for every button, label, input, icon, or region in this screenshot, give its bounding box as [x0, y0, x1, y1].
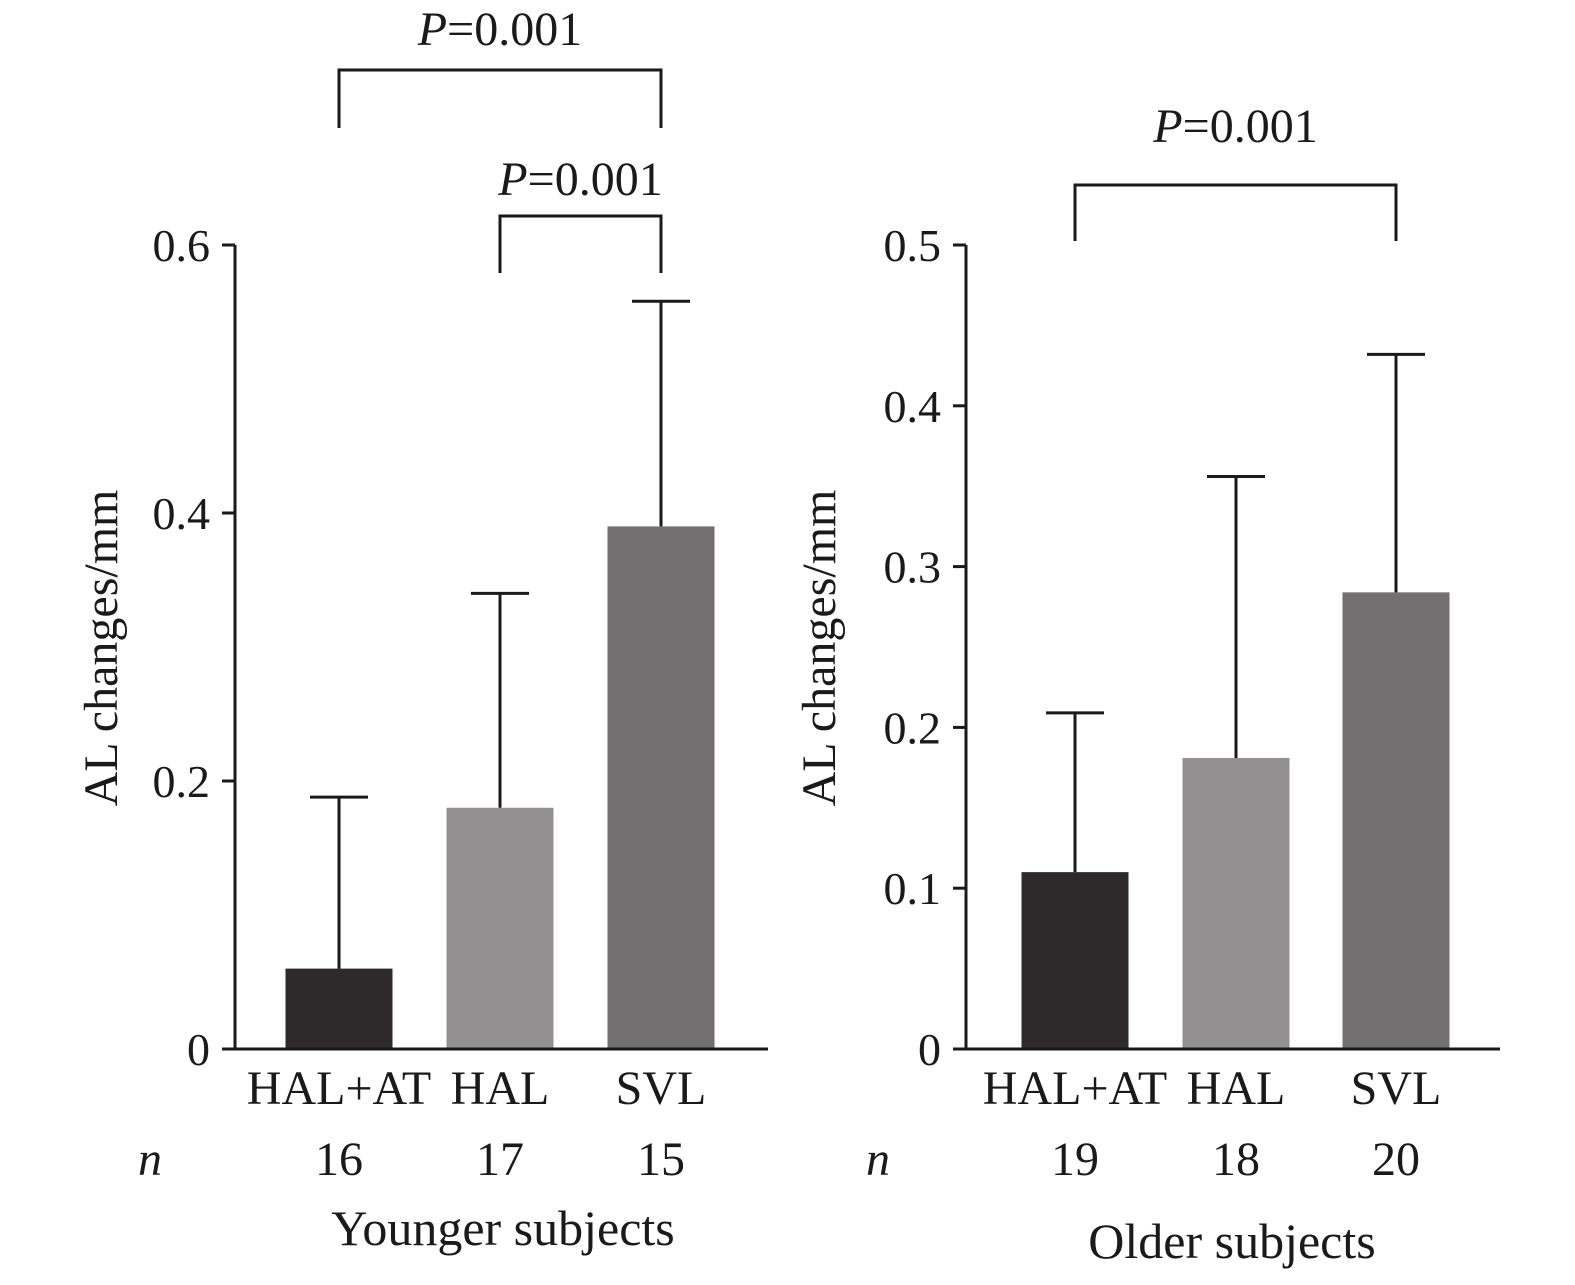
- y-tick-label: 0.3: [884, 542, 942, 593]
- n-value: 16: [315, 1133, 363, 1186]
- significance-bracket: [1073, 183, 1398, 241]
- n-value: 18: [1212, 1133, 1260, 1186]
- y-tick-label: 0: [187, 1024, 210, 1075]
- y-tick-label: 0.6: [153, 220, 211, 271]
- bar-hal-at: [285, 968, 393, 1049]
- significance-bracket: [498, 214, 663, 273]
- n-value: 15: [637, 1133, 685, 1186]
- y-tick-label: 0.4: [884, 381, 942, 432]
- x-tick-label: HAL: [451, 1062, 550, 1115]
- p-value: =0.001: [528, 153, 663, 206]
- p-symbol: P: [497, 153, 527, 206]
- x-axis-label: Older subjects: [1088, 1213, 1375, 1269]
- n-value: 19: [1051, 1133, 1099, 1186]
- x-tick-label: SVL: [1351, 1062, 1442, 1115]
- bar-hal: [446, 807, 554, 1049]
- y-axis-label: AL changes/mm: [75, 490, 128, 807]
- n-row-label: n: [138, 1133, 162, 1186]
- significance-label: P=0.001: [1152, 100, 1317, 153]
- n-row-label: n: [866, 1133, 890, 1186]
- y-tick-label: 0.5: [884, 220, 942, 271]
- bar-hal: [1182, 757, 1290, 1049]
- x-axis-label: Younger subjects: [331, 1200, 675, 1256]
- y-tick-label: 0.4: [153, 488, 211, 539]
- x-tick-label: HAL: [1187, 1062, 1286, 1115]
- significance-bracket: [337, 68, 663, 128]
- n-value: 20: [1372, 1133, 1420, 1186]
- bar-svl: [1342, 592, 1450, 1049]
- x-tick-label: HAL+AT: [983, 1062, 1167, 1115]
- significance-label: P=0.001: [497, 153, 662, 206]
- p-symbol: P: [417, 3, 447, 56]
- y-axis-label: AL changes/mm: [793, 490, 846, 807]
- x-tick-label: SVL: [616, 1062, 707, 1115]
- bar-hal-at: [1021, 872, 1129, 1049]
- x-tick-label: HAL+AT: [247, 1062, 431, 1115]
- p-value: =0.001: [447, 3, 582, 56]
- significance-label: P=0.001: [417, 3, 582, 56]
- y-tick-label: 0: [918, 1024, 941, 1075]
- y-tick-label: 0.1: [884, 863, 942, 914]
- y-tick-label: 0.2: [153, 756, 211, 807]
- p-value: =0.001: [1183, 100, 1318, 153]
- bar-svl: [607, 526, 715, 1049]
- y-tick-label: 0.2: [884, 702, 942, 753]
- n-value: 17: [476, 1133, 524, 1186]
- p-symbol: P: [1152, 100, 1182, 153]
